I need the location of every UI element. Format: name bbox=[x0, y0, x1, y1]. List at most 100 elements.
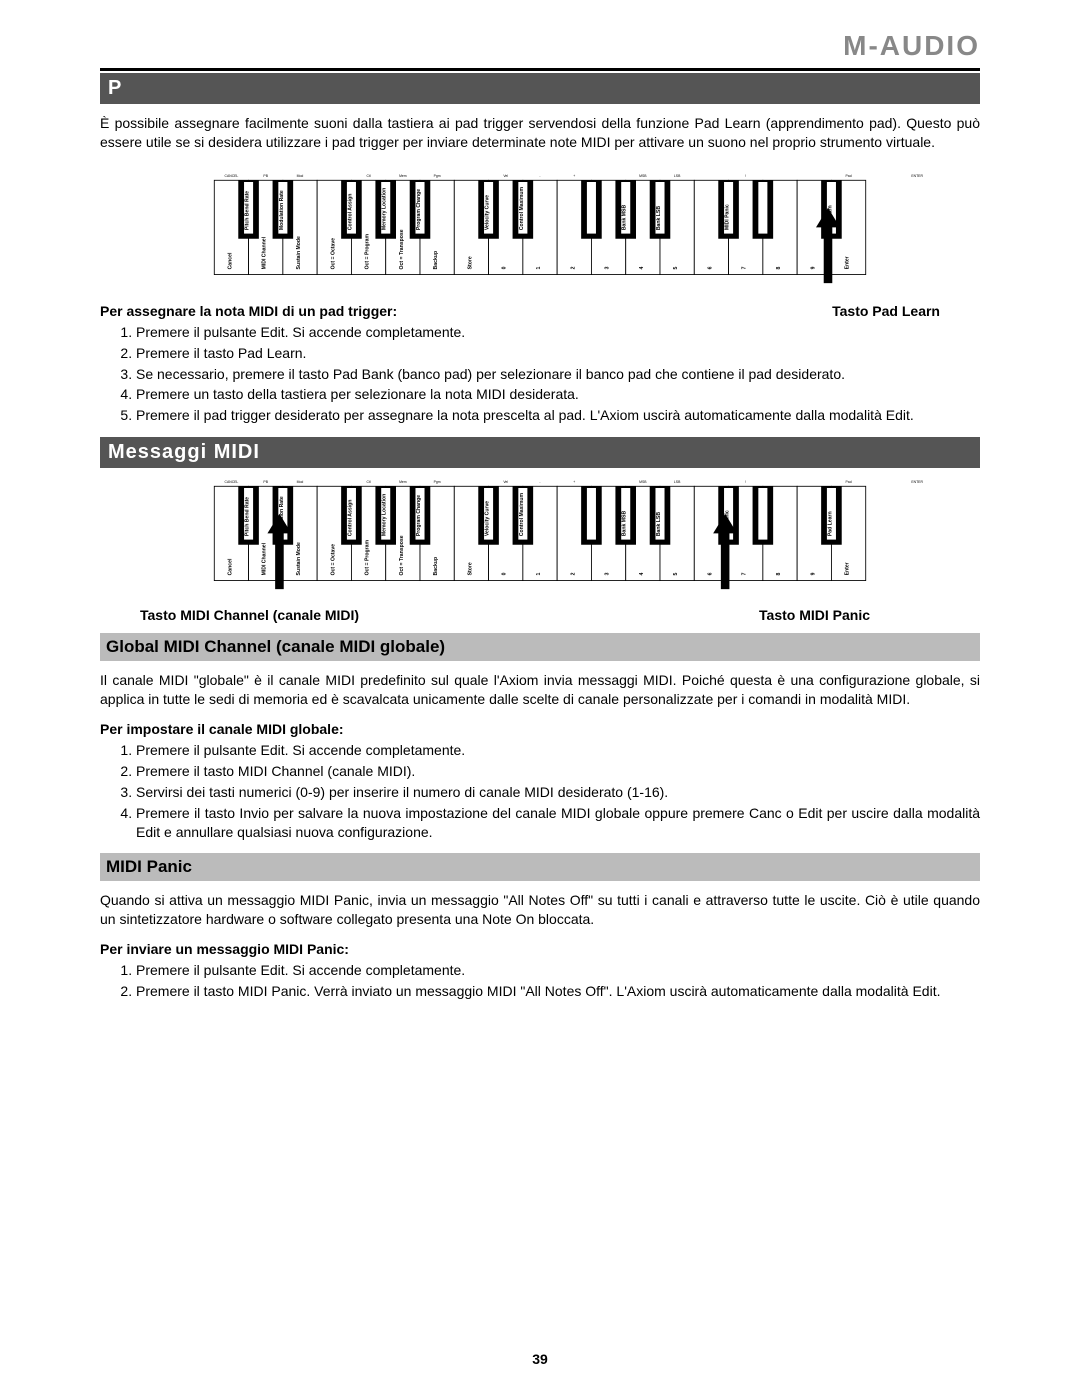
svg-text:Enter: Enter bbox=[845, 256, 851, 269]
svg-text:Bank LSB: Bank LSB bbox=[656, 205, 662, 230]
svg-text:MSB: MSB bbox=[639, 480, 647, 484]
svg-text:Store: Store bbox=[467, 562, 473, 575]
svg-text:Bank MSB: Bank MSB bbox=[622, 511, 628, 537]
svg-text:Mod: Mod bbox=[297, 174, 304, 178]
svg-text:Bank MSB: Bank MSB bbox=[622, 204, 628, 230]
svg-text:7: 7 bbox=[742, 573, 748, 576]
svg-text:6: 6 bbox=[707, 266, 713, 269]
svg-text:1: 1 bbox=[536, 573, 542, 576]
keyboard-diagram-pad: CANCELPBModCtlMemPgmVel-+MSBLSB!PadENTER… bbox=[100, 170, 980, 290]
svg-text:Control Assign: Control Assign bbox=[347, 193, 353, 230]
svg-text:Pitch Bend Rate: Pitch Bend Rate bbox=[245, 497, 251, 536]
keyboard-diagram-midi: CANCEL PB Mod Ctl Mem Pgm Vel - + MSB LSB! Pad ENTER… bbox=[100, 476, 980, 596]
step-item: Servirsi dei tasti numerici (0-9) per in… bbox=[136, 783, 980, 802]
svg-text:ENTER: ENTER bbox=[911, 480, 923, 484]
pad-caption-right: Tasto Pad Learn bbox=[832, 303, 980, 319]
step-item: Premere il tasto Pad Learn. bbox=[136, 344, 980, 363]
svg-text:+: + bbox=[573, 174, 575, 178]
svg-text:Vel: Vel bbox=[503, 174, 508, 178]
svg-text:MIDI Channel: MIDI Channel bbox=[262, 236, 268, 269]
svg-text:Pitch Bend Rate: Pitch Bend Rate bbox=[245, 191, 251, 230]
svg-text:+: + bbox=[573, 480, 575, 484]
svg-text:Mod: Mod bbox=[297, 480, 304, 484]
svg-text:2: 2 bbox=[570, 266, 576, 269]
svg-text:0: 0 bbox=[502, 573, 508, 576]
svg-text:Pgm: Pgm bbox=[434, 174, 441, 178]
svg-text:9: 9 bbox=[810, 573, 816, 576]
pad-steps-list: Premere il pulsante Edit. Si accende com… bbox=[100, 323, 980, 425]
svg-text:Oct = Program: Oct = Program bbox=[365, 233, 371, 269]
svg-text:Modulation Rate: Modulation Rate bbox=[279, 190, 285, 230]
section-title-pad: P bbox=[100, 73, 980, 104]
svg-text:PB: PB bbox=[263, 174, 268, 178]
svg-text:MIDI Channel: MIDI Channel bbox=[262, 543, 268, 576]
svg-text:Oct = Transpose: Oct = Transpose bbox=[399, 535, 405, 575]
svg-text:Mem: Mem bbox=[399, 480, 407, 484]
svg-text:Control Assign: Control Assign bbox=[347, 500, 353, 537]
svg-text:LSB: LSB bbox=[674, 480, 681, 484]
svg-text:!: ! bbox=[745, 480, 746, 484]
svg-text:Cancel: Cancel bbox=[227, 252, 233, 269]
svg-text:Ctl: Ctl bbox=[366, 480, 370, 484]
manual-page: M-AUDIO P È possibile assegnare facilmen… bbox=[0, 0, 1080, 1397]
svg-text:Enter: Enter bbox=[845, 563, 851, 576]
svg-text:Pad Learn: Pad Learn bbox=[827, 512, 833, 537]
svg-text:Sustain Mode: Sustain Mode bbox=[296, 542, 302, 575]
svg-text:-: - bbox=[539, 174, 540, 178]
svg-text:ENTER: ENTER bbox=[911, 174, 923, 178]
section-title-midi: Messaggi MIDI bbox=[100, 437, 980, 468]
global-paragraph: Il canale MIDI "globale" è il canale MID… bbox=[100, 671, 980, 709]
pad-paragraph: È possibile assegnare facilmente suoni d… bbox=[100, 114, 980, 152]
svg-text:CANCEL: CANCEL bbox=[225, 480, 239, 484]
section-title-global: Global MIDI Channel (canale MIDI globale… bbox=[100, 633, 980, 661]
step-item: Premere un tasto della tastiera per sele… bbox=[136, 385, 980, 404]
step-item: Premere il pad trigger desiderato per as… bbox=[136, 406, 980, 425]
global-subhead: Per impostare il canale MIDI globale: bbox=[100, 721, 980, 737]
svg-text:MSB: MSB bbox=[639, 174, 647, 178]
step-item: Premere il tasto MIDI Channel (canale MI… bbox=[136, 762, 980, 781]
svg-text:Backup: Backup bbox=[433, 557, 439, 576]
svg-text:Memory Location: Memory Location bbox=[382, 494, 388, 536]
svg-text:Program Change: Program Change bbox=[416, 495, 422, 536]
global-steps-list: Premere il pulsante Edit. Si accende com… bbox=[100, 741, 980, 841]
svg-text:Velocity Curve: Velocity Curve bbox=[485, 194, 491, 229]
svg-text:Bank LSB: Bank LSB bbox=[656, 512, 662, 537]
panic-paragraph: Quando si attiva un messaggio MIDI Panic… bbox=[100, 891, 980, 929]
svg-text:Pad: Pad bbox=[846, 174, 852, 178]
top-rule bbox=[100, 68, 980, 71]
svg-text:4: 4 bbox=[639, 266, 645, 269]
panic-subhead: Per inviare un messaggio MIDI Panic: bbox=[100, 941, 980, 957]
brand-logo: M-AUDIO bbox=[100, 30, 980, 62]
svg-text:Pad: Pad bbox=[846, 480, 852, 484]
midi-caption-left: Tasto MIDI Channel (canale MIDI) bbox=[100, 607, 759, 623]
panic-steps-list: Premere il pulsante Edit. Si accende com… bbox=[100, 961, 980, 1001]
svg-text:-: - bbox=[539, 480, 540, 484]
pad-caption-left: Per assegnare la nota MIDI di un pad tri… bbox=[100, 303, 832, 319]
svg-text:Cancel: Cancel bbox=[227, 558, 233, 575]
svg-text:Oct = Octave: Oct = Octave bbox=[330, 238, 336, 270]
svg-text:Vel: Vel bbox=[503, 480, 508, 484]
svg-text:2: 2 bbox=[570, 573, 576, 576]
svg-text:7: 7 bbox=[742, 266, 748, 269]
svg-text:Backup: Backup bbox=[433, 251, 439, 270]
svg-text:Memory Location: Memory Location bbox=[382, 188, 388, 230]
step-item: Se necessario, premere il tasto Pad Bank… bbox=[136, 365, 980, 384]
svg-text:Sustain Mode: Sustain Mode bbox=[296, 236, 302, 269]
svg-text:Velocity Curve: Velocity Curve bbox=[485, 501, 491, 536]
page-number: 39 bbox=[0, 1351, 1080, 1367]
svg-text:PB: PB bbox=[263, 480, 268, 484]
svg-text:!: ! bbox=[745, 174, 746, 178]
svg-text:5: 5 bbox=[673, 573, 679, 576]
svg-text:9: 9 bbox=[810, 266, 816, 269]
svg-text:Control Maximum: Control Maximum bbox=[519, 186, 525, 230]
svg-text:Oct = Octave: Oct = Octave bbox=[330, 544, 336, 576]
svg-text:8: 8 bbox=[776, 266, 782, 269]
svg-text:Oct = Program: Oct = Program bbox=[365, 540, 371, 576]
step-item: Premere il pulsante Edit. Si accende com… bbox=[136, 323, 980, 342]
svg-text:Pgm: Pgm bbox=[434, 480, 441, 484]
svg-text:Oct = Transpose: Oct = Transpose bbox=[399, 229, 405, 269]
svg-text:Ctl: Ctl bbox=[366, 174, 370, 178]
svg-text:4: 4 bbox=[639, 573, 645, 576]
svg-text:6: 6 bbox=[707, 573, 713, 576]
svg-text:3: 3 bbox=[605, 573, 611, 576]
